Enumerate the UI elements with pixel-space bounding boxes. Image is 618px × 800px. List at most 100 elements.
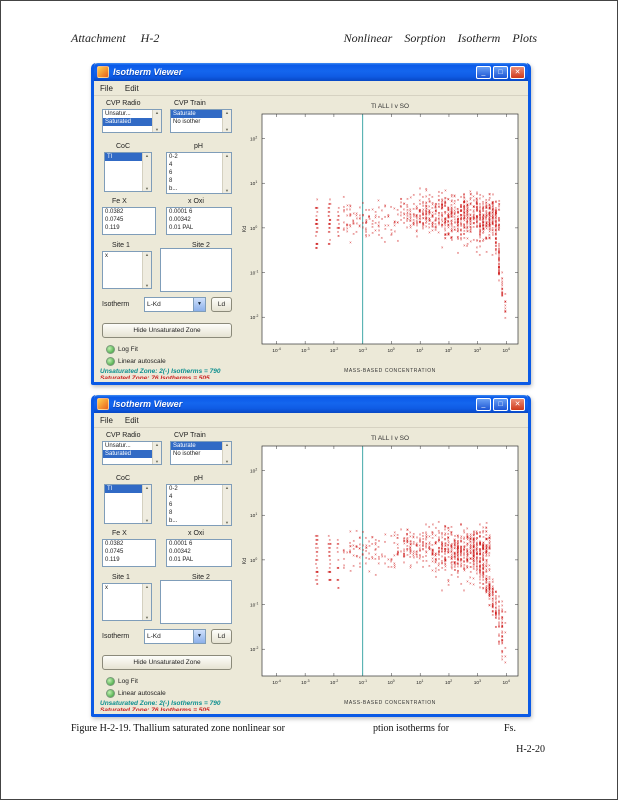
list-item[interactable]: 0.119	[105, 225, 120, 231]
arrow-down-icon[interactable]: ▼	[145, 186, 149, 191]
window-titlebar[interactable]: Isotherm Viewer _ □ ✕	[94, 395, 528, 413]
site1-listbox[interactable]: x ▲ ▼	[102, 251, 152, 289]
scrollbar[interactable]: ▲ ▼	[142, 252, 151, 288]
arrow-up-icon[interactable]: ▲	[145, 584, 149, 589]
list-item[interactable]: Tl	[105, 485, 142, 493]
scrollbar[interactable]: ▲ ▼	[222, 110, 231, 132]
list-item[interactable]: Saturated	[103, 118, 152, 126]
scrollbar[interactable]: ▲ ▼	[142, 153, 151, 191]
list-item[interactable]: Unsatur...	[105, 443, 131, 449]
arrow-up-icon[interactable]: ▲	[225, 153, 229, 158]
minimize-icon[interactable]: _	[476, 397, 491, 411]
arrow-up-icon[interactable]: ▲	[145, 485, 149, 490]
list-item[interactable]: 8	[169, 510, 173, 516]
close-icon[interactable]: ✕	[510, 397, 525, 411]
scrollbar[interactable]: ▲ ▼	[142, 584, 151, 620]
arrow-down-icon[interactable]: ▼	[145, 518, 149, 523]
arrow-up-icon[interactable]: ▲	[225, 485, 229, 490]
hide-unsaturated-button[interactable]: Hide Unsaturated Zone	[102, 323, 232, 338]
list-item[interactable]: 0.0382	[105, 541, 124, 547]
scrollbar[interactable]: ▲ ▼	[222, 153, 231, 193]
arrow-down-icon[interactable]: ▼	[225, 127, 229, 132]
load-button[interactable]: Ld	[211, 629, 232, 644]
arrow-down-icon[interactable]: ▼	[155, 127, 159, 132]
menu-file[interactable]: File	[100, 415, 113, 425]
coc-listbox[interactable]: Tl ▲ ▼	[104, 152, 152, 192]
list-item[interactable]: x	[105, 253, 108, 259]
scrollbar[interactable]: ▲ ▼	[152, 442, 161, 464]
list-item[interactable]: 0.0001 6	[169, 209, 193, 215]
arrow-down-icon[interactable]: ▼	[145, 283, 149, 288]
list-item[interactable]: 0.0001 6	[169, 541, 193, 547]
xoxi-listbox[interactable]: 0.0001 6 0.00342 0.01 PAL	[166, 207, 232, 235]
arrow-up-icon[interactable]: ▲	[145, 252, 149, 257]
arrow-up-icon[interactable]: ▲	[145, 153, 149, 158]
list-item[interactable]: Saturate	[171, 110, 222, 118]
list-item[interactable]: 4	[169, 494, 173, 500]
ph-listbox[interactable]: 0-2 4 6 8 b... ▲ ▼	[166, 152, 232, 194]
maximize-icon[interactable]: □	[493, 397, 508, 411]
menu-file[interactable]: File	[100, 83, 113, 93]
site1-listbox[interactable]: x ▲ ▼	[102, 583, 152, 621]
close-icon[interactable]: ✕	[510, 65, 525, 79]
window-titlebar[interactable]: Isotherm Viewer _ □ ✕	[94, 63, 528, 81]
arrow-down-icon[interactable]: ▼	[145, 615, 149, 620]
list-item[interactable]: 0.119	[105, 557, 120, 563]
list-item[interactable]: 0.01 PAL	[169, 225, 194, 231]
ph-listbox[interactable]: 0-2 4 6 8 b... ▲ ▼	[166, 484, 232, 526]
train-listbox[interactable]: Saturate No isother ▲ ▼	[170, 109, 232, 133]
list-item[interactable]: 0.0745	[105, 549, 124, 555]
fex-listbox[interactable]: 0.0382 0.0745 0.119	[102, 207, 156, 235]
list-item[interactable]: 6	[169, 502, 173, 508]
list-item[interactable]: 0-2	[169, 154, 178, 160]
arrow-down-icon[interactable]: ▼	[155, 459, 159, 464]
scrollbar[interactable]: ▲ ▼	[152, 110, 161, 132]
scrollbar[interactable]: ▲ ▼	[142, 485, 151, 523]
arrow-down-icon[interactable]: ▼	[225, 459, 229, 464]
isotherm-combobox[interactable]: L-Kd ▼	[144, 629, 206, 644]
chevron-down-icon[interactable]: ▼	[193, 298, 205, 311]
list-item[interactable]: No isother	[173, 451, 201, 457]
list-item[interactable]: 0.00342	[169, 217, 191, 223]
hide-unsaturated-button[interactable]: Hide Unsaturated Zone	[102, 655, 232, 670]
list-item[interactable]: Saturate	[171, 442, 222, 450]
xoxi-listbox[interactable]: 0.0001 6 0.00342 0.01 PAL	[166, 539, 232, 567]
scrollbar[interactable]: ▲ ▼	[222, 485, 231, 525]
fex-listbox[interactable]: 0.0382 0.0745 0.119	[102, 539, 156, 567]
scrollbar[interactable]: ▲ ▼	[222, 442, 231, 464]
list-item[interactable]: Unsatur...	[105, 111, 131, 117]
list-item[interactable]: 0-2	[169, 486, 178, 492]
list-item[interactable]: b...	[169, 186, 178, 192]
list-item[interactable]: 8	[169, 178, 173, 184]
menu-edit[interactable]: Edit	[124, 415, 139, 425]
log-fit-radio[interactable]: Log Fit	[106, 677, 138, 686]
list-item[interactable]: 0.01 PAL	[169, 557, 194, 563]
list-item[interactable]: x	[105, 585, 108, 591]
log-fit-radio[interactable]: Log Fit	[106, 345, 138, 354]
chevron-down-icon[interactable]: ▼	[193, 630, 205, 643]
list-item[interactable]: 4	[169, 162, 173, 168]
list-item[interactable]: No isother	[173, 119, 201, 125]
minimize-icon[interactable]: _	[476, 65, 491, 79]
menu-edit[interactable]: Edit	[124, 83, 139, 93]
zone-listbox[interactable]: Unsatur... Saturated ▲ ▼	[102, 441, 162, 465]
list-item[interactable]: 6	[169, 170, 173, 176]
linear-autoscale-radio[interactable]: Linear autoscale	[106, 689, 166, 698]
site2-listbox[interactable]	[160, 248, 232, 292]
list-item[interactable]: 0.0382	[105, 209, 124, 215]
zone-listbox[interactable]: Unsatur... Saturated ▲ ▼	[102, 109, 162, 133]
list-item[interactable]: b...	[169, 518, 178, 524]
arrow-down-icon[interactable]: ▼	[225, 520, 229, 525]
list-item[interactable]: 0.0745	[105, 217, 124, 223]
maximize-icon[interactable]: □	[493, 65, 508, 79]
isotherm-combobox[interactable]: L-Kd ▼	[144, 297, 206, 312]
arrow-up-icon[interactable]: ▲	[155, 442, 159, 447]
train-listbox[interactable]: Saturate No isother ▲ ▼	[170, 441, 232, 465]
list-item[interactable]: Saturated	[103, 450, 152, 458]
arrow-down-icon[interactable]: ▼	[225, 188, 229, 193]
site2-listbox[interactable]	[160, 580, 232, 624]
linear-autoscale-radio[interactable]: Linear autoscale	[106, 357, 166, 366]
arrow-up-icon[interactable]: ▲	[155, 110, 159, 115]
coc-listbox[interactable]: Tl ▲ ▼	[104, 484, 152, 524]
load-button[interactable]: Ld	[211, 297, 232, 312]
